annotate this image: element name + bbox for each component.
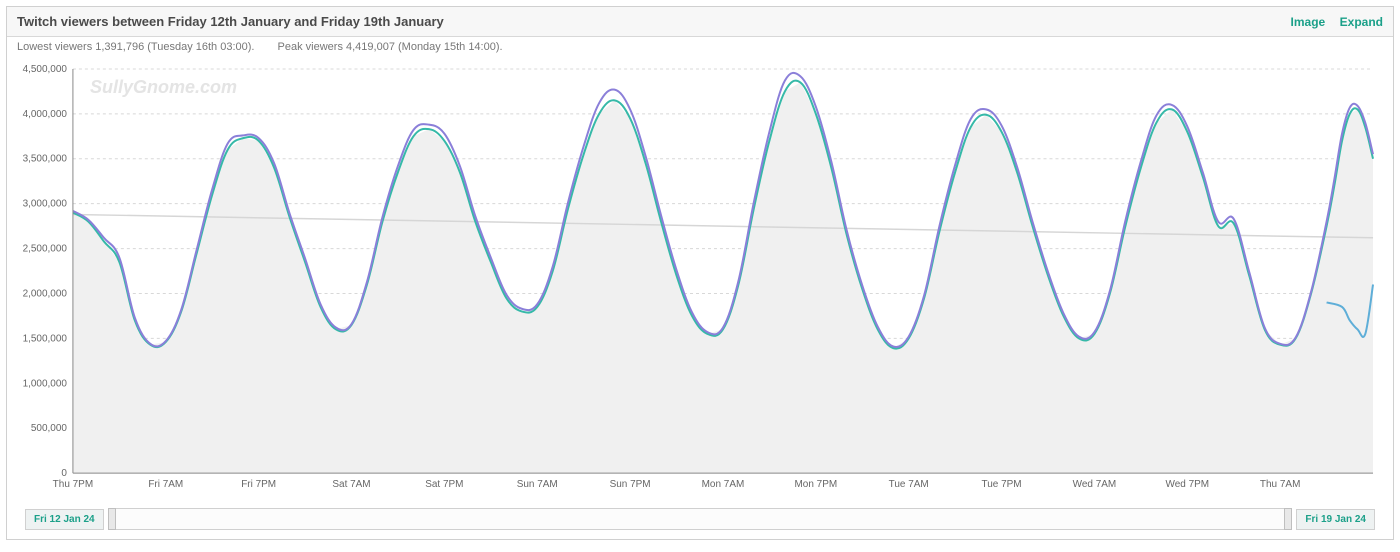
svg-text:Wed 7PM: Wed 7PM	[1165, 479, 1209, 490]
svg-text:2,500,000: 2,500,000	[23, 244, 68, 255]
nav-handle-right[interactable]	[1284, 508, 1292, 530]
svg-text:Mon 7PM: Mon 7PM	[795, 479, 838, 490]
navigator: Fri 12 Jan 24 Fri 19 Jan 24	[25, 507, 1375, 531]
svg-text:Tue 7PM: Tue 7PM	[982, 479, 1022, 490]
panel-title: Twitch viewers between Friday 12th Janua…	[17, 14, 444, 29]
lowest-viewers-stat: Lowest viewers 1,391,796 (Tuesday 16th 0…	[17, 41, 254, 53]
svg-text:0: 0	[61, 468, 67, 479]
stats-row: Lowest viewers 1,391,796 (Tuesday 16th 0…	[7, 37, 1393, 55]
image-button[interactable]: Image	[1291, 15, 1326, 29]
svg-text:Fri 7PM: Fri 7PM	[241, 479, 276, 490]
svg-text:Thu 7PM: Thu 7PM	[53, 479, 93, 490]
svg-text:Sun 7PM: Sun 7PM	[610, 479, 651, 490]
svg-text:3,500,000: 3,500,000	[23, 154, 68, 165]
line-chart: 0 500,000 1,000,000 1,500,000 2,000,000 2,500…	[15, 59, 1385, 497]
panel-header: Twitch viewers between Friday 12th Janua…	[7, 7, 1393, 37]
svg-text:Tue 7AM: Tue 7AM	[889, 479, 929, 490]
svg-text:2,000,000: 2,000,000	[23, 288, 68, 299]
svg-text:Sat 7AM: Sat 7AM	[332, 479, 370, 490]
svg-text:Sat 7PM: Sat 7PM	[425, 479, 463, 490]
svg-text:1,000,000: 1,000,000	[23, 378, 68, 389]
peak-viewers-stat: Peak viewers 4,419,007 (Monday 15th 14:0…	[278, 41, 503, 53]
expand-button[interactable]: Expand	[1340, 15, 1383, 29]
svg-text:Mon 7AM: Mon 7AM	[702, 479, 745, 490]
svg-text:3,000,000: 3,000,000	[23, 199, 68, 210]
panel-actions: Image Expand	[1281, 13, 1383, 31]
chart-panel: Twitch viewers between Friday 12th Janua…	[6, 6, 1394, 540]
chart-area: SullyGnome.com 0500,0001,000,0001,500,00…	[15, 59, 1385, 497]
svg-text:Thu 7AM: Thu 7AM	[1260, 479, 1300, 490]
nav-handle-left[interactable]	[108, 508, 116, 530]
svg-text:4,000,000: 4,000,000	[23, 109, 68, 120]
svg-text:1,500,000: 1,500,000	[23, 333, 68, 344]
svg-text:Fri 7AM: Fri 7AM	[148, 479, 183, 490]
svg-text:500,000: 500,000	[31, 423, 67, 434]
nav-start-date[interactable]: Fri 12 Jan 24	[25, 509, 104, 530]
svg-text:4,500,000: 4,500,000	[23, 64, 68, 75]
svg-text:Sun 7AM: Sun 7AM	[517, 479, 558, 490]
nav-track[interactable]	[108, 508, 1293, 530]
svg-text:Wed 7AM: Wed 7AM	[1073, 479, 1117, 490]
nav-end-date[interactable]: Fri 19 Jan 24	[1296, 509, 1375, 530]
